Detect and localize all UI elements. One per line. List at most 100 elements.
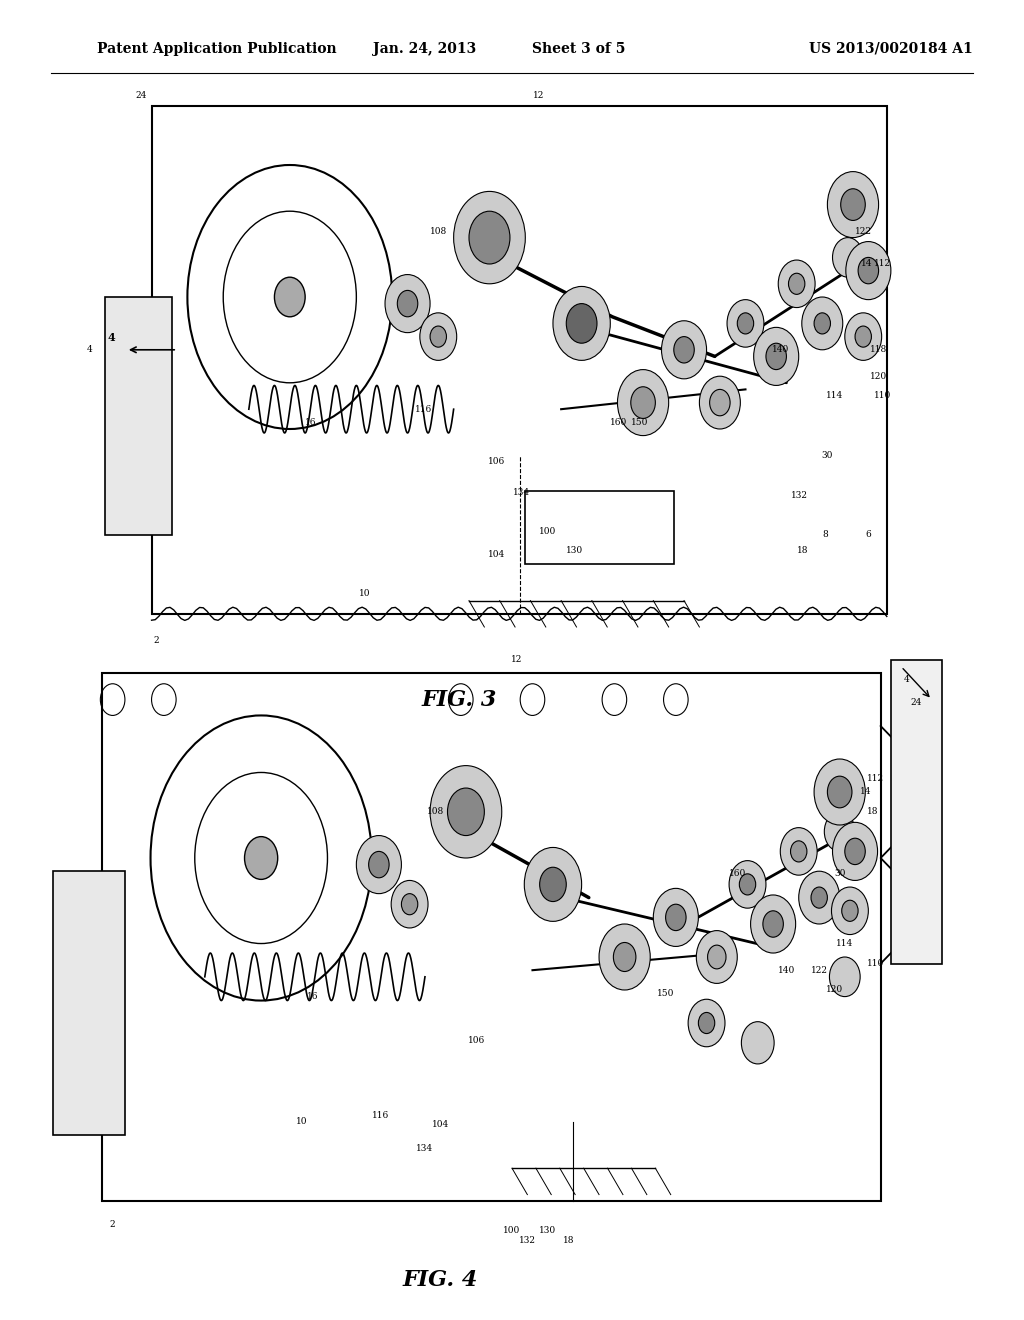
Text: FIG. 4: FIG. 4 bbox=[402, 1270, 478, 1291]
Circle shape bbox=[766, 343, 786, 370]
Bar bbox=[152, 106, 887, 614]
Circle shape bbox=[841, 189, 865, 220]
Circle shape bbox=[688, 999, 725, 1047]
Circle shape bbox=[814, 313, 830, 334]
Circle shape bbox=[763, 911, 783, 937]
Circle shape bbox=[831, 887, 868, 935]
Circle shape bbox=[829, 957, 860, 997]
Text: 108: 108 bbox=[427, 808, 443, 816]
Circle shape bbox=[824, 812, 855, 851]
Circle shape bbox=[858, 257, 879, 284]
Circle shape bbox=[469, 211, 510, 264]
Circle shape bbox=[833, 238, 863, 277]
Circle shape bbox=[397, 290, 418, 317]
Text: 24: 24 bbox=[135, 91, 147, 99]
Text: Sheet 3 of 5: Sheet 3 of 5 bbox=[531, 42, 626, 55]
Circle shape bbox=[778, 260, 815, 308]
Text: 2: 2 bbox=[110, 1221, 116, 1229]
Text: 24: 24 bbox=[910, 698, 923, 706]
Circle shape bbox=[788, 273, 805, 294]
Text: 18: 18 bbox=[866, 808, 879, 816]
Bar bbox=[525, 491, 674, 564]
Text: 10: 10 bbox=[358, 590, 371, 598]
Circle shape bbox=[391, 880, 428, 928]
Text: 104: 104 bbox=[488, 550, 505, 558]
Circle shape bbox=[855, 326, 871, 347]
Text: FIG. 3: FIG. 3 bbox=[421, 689, 497, 710]
Circle shape bbox=[739, 874, 756, 895]
Text: 114: 114 bbox=[837, 940, 853, 948]
Circle shape bbox=[553, 286, 610, 360]
Circle shape bbox=[833, 822, 878, 880]
Bar bbox=[891, 660, 942, 964]
Text: MECHANISM: MECHANISM bbox=[572, 541, 627, 550]
Text: 14: 14 bbox=[860, 260, 872, 268]
Text: 130: 130 bbox=[566, 546, 583, 554]
Circle shape bbox=[420, 313, 457, 360]
Text: 10: 10 bbox=[296, 1118, 308, 1126]
Text: 12: 12 bbox=[511, 656, 523, 664]
Text: 112: 112 bbox=[874, 260, 891, 268]
Text: 8: 8 bbox=[822, 531, 828, 539]
Circle shape bbox=[540, 867, 566, 902]
Circle shape bbox=[613, 942, 636, 972]
Circle shape bbox=[845, 313, 882, 360]
Circle shape bbox=[842, 900, 858, 921]
Text: 100: 100 bbox=[504, 1226, 520, 1234]
Text: 150: 150 bbox=[632, 418, 648, 426]
Circle shape bbox=[845, 838, 865, 865]
Circle shape bbox=[791, 841, 807, 862]
Text: 122: 122 bbox=[855, 227, 871, 235]
Bar bbox=[105, 297, 172, 535]
Circle shape bbox=[727, 300, 764, 347]
Text: 104: 104 bbox=[432, 1121, 449, 1129]
Text: 108: 108 bbox=[430, 227, 446, 235]
Text: 12: 12 bbox=[532, 91, 545, 99]
Text: 114: 114 bbox=[826, 392, 843, 400]
Text: 112: 112 bbox=[867, 775, 884, 783]
Circle shape bbox=[827, 172, 879, 238]
Circle shape bbox=[699, 376, 740, 429]
Circle shape bbox=[617, 370, 669, 436]
Text: 134: 134 bbox=[513, 488, 529, 496]
Text: 130: 130 bbox=[540, 1226, 556, 1234]
Text: 18: 18 bbox=[562, 1237, 574, 1245]
Circle shape bbox=[430, 326, 446, 347]
Circle shape bbox=[662, 321, 707, 379]
Text: 140: 140 bbox=[772, 346, 788, 354]
Text: 132: 132 bbox=[519, 1237, 536, 1245]
Circle shape bbox=[737, 313, 754, 334]
Text: 106: 106 bbox=[468, 1036, 484, 1044]
Circle shape bbox=[385, 275, 430, 333]
Text: 100: 100 bbox=[540, 528, 556, 536]
Circle shape bbox=[524, 847, 582, 921]
Text: 4: 4 bbox=[87, 346, 93, 354]
Text: 120: 120 bbox=[870, 372, 887, 380]
Text: 2: 2 bbox=[154, 636, 160, 644]
Circle shape bbox=[708, 945, 726, 969]
Circle shape bbox=[696, 931, 737, 983]
Circle shape bbox=[751, 895, 796, 953]
Text: 4: 4 bbox=[108, 333, 116, 343]
Circle shape bbox=[356, 836, 401, 894]
Text: 132: 132 bbox=[792, 491, 808, 499]
Circle shape bbox=[827, 776, 852, 808]
Circle shape bbox=[674, 337, 694, 363]
Text: Jan. 24, 2013: Jan. 24, 2013 bbox=[374, 42, 476, 55]
Circle shape bbox=[811, 887, 827, 908]
Text: 14: 14 bbox=[859, 788, 871, 796]
Text: 122: 122 bbox=[811, 966, 827, 974]
Text: OPERATING: OPERATING bbox=[574, 512, 625, 521]
Circle shape bbox=[430, 766, 502, 858]
Circle shape bbox=[666, 904, 686, 931]
Text: 116: 116 bbox=[373, 1111, 389, 1119]
Text: 140: 140 bbox=[778, 966, 795, 974]
Circle shape bbox=[802, 297, 843, 350]
Circle shape bbox=[274, 277, 305, 317]
Circle shape bbox=[814, 759, 865, 825]
Text: 160: 160 bbox=[610, 418, 627, 426]
Text: 4: 4 bbox=[903, 676, 909, 684]
Circle shape bbox=[245, 837, 278, 879]
Text: Patent Application Publication: Patent Application Publication bbox=[97, 42, 337, 55]
Text: 160: 160 bbox=[729, 870, 745, 878]
